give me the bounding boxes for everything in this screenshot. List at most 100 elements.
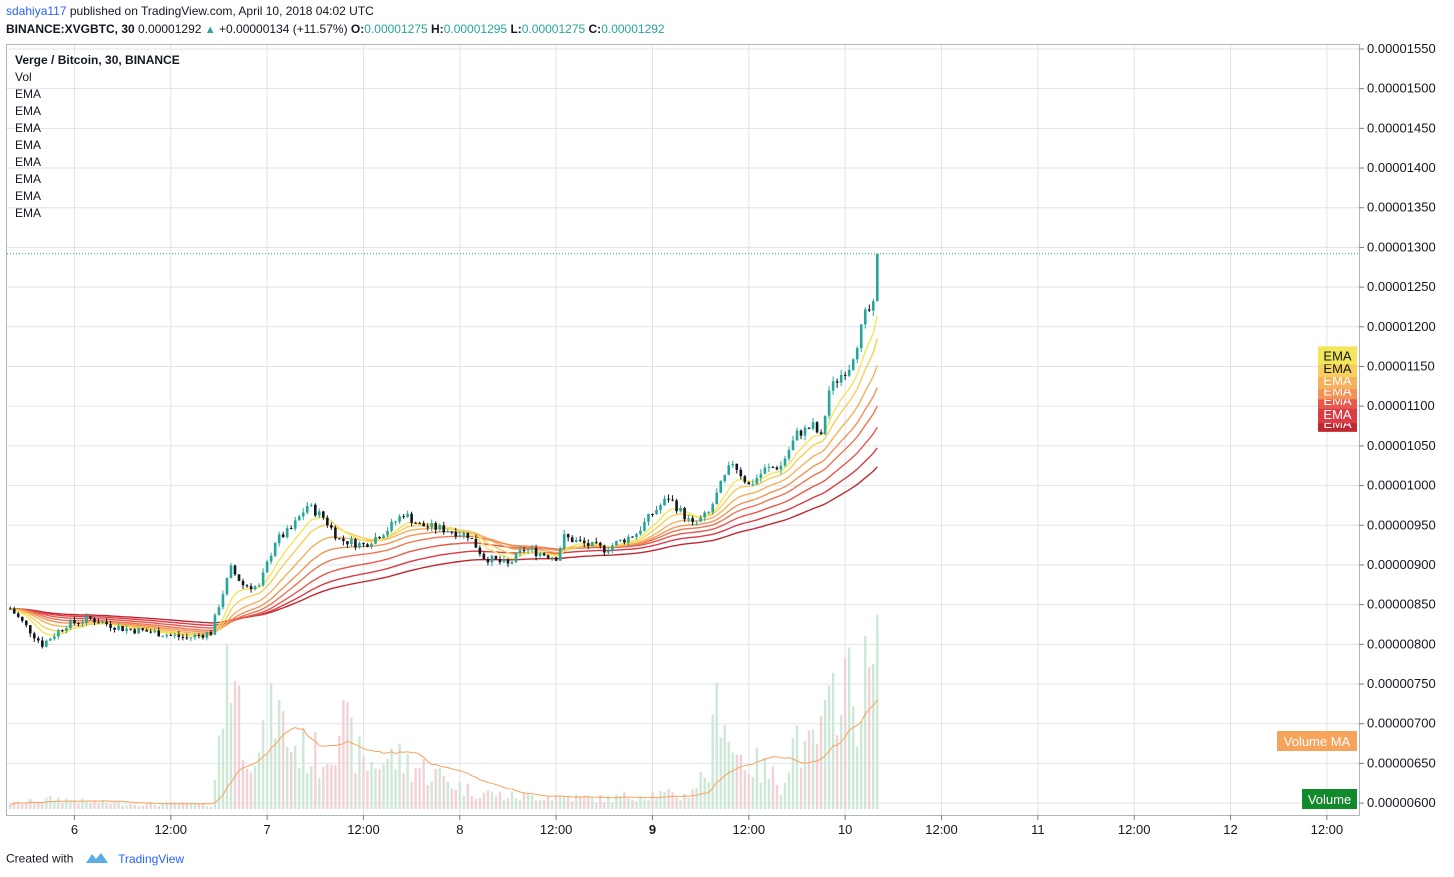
header-ohlc-line: BINANCE:XVGBTC, 30 0.00001292 ▲ +0.00000… — [6, 22, 665, 36]
volume-bar — [446, 781, 449, 809]
author-link[interactable]: sdahiya117 — [6, 4, 67, 18]
candle-body — [394, 521, 397, 523]
volume-bar — [727, 741, 730, 809]
ema-line — [10, 405, 878, 632]
candle-body — [386, 530, 389, 536]
candle-body — [12, 608, 16, 614]
candle-body — [759, 473, 763, 478]
candle-body — [285, 528, 289, 538]
candle-body — [747, 482, 751, 485]
x-tick-label: 6 — [71, 822, 78, 837]
candle-body — [510, 561, 514, 564]
candle-body — [169, 634, 173, 636]
candle-body — [486, 559, 490, 563]
volume-bar — [77, 803, 80, 809]
volume-bar — [498, 791, 502, 809]
candle-body — [703, 512, 706, 518]
candle-body — [193, 634, 197, 638]
legend-vol: Vol — [15, 70, 32, 84]
candle-body — [61, 630, 64, 632]
volume-bar — [285, 746, 289, 809]
candle-body — [442, 525, 446, 533]
y-tick-label: 0.00000950 — [1367, 517, 1436, 532]
volume-bar — [193, 803, 197, 809]
volume-bar — [378, 768, 381, 809]
volume-bar — [346, 702, 349, 809]
tradingview-link[interactable]: TradingView — [118, 851, 185, 866]
candle-body — [843, 374, 847, 376]
candle-body — [85, 616, 88, 623]
volume-bar — [277, 699, 281, 809]
volume-bar — [571, 801, 574, 809]
volume-bar — [145, 802, 148, 809]
candle-body — [237, 574, 241, 581]
low-label: L: — [510, 22, 522, 36]
volume-bar — [795, 725, 799, 809]
candle-body — [506, 559, 510, 564]
volume-bar — [161, 803, 164, 809]
candle-body — [859, 324, 863, 349]
y-tick-label: 0.00001450 — [1367, 120, 1436, 135]
candle-body — [534, 548, 538, 557]
volume-bar — [474, 798, 478, 809]
volume-bar — [318, 777, 321, 809]
volume-bar — [149, 801, 152, 809]
volume-bar — [33, 803, 36, 809]
volume-bar — [719, 737, 722, 809]
volume-bar — [17, 801, 20, 809]
volume-bar — [177, 804, 181, 809]
volume-bar — [856, 746, 859, 809]
published-text: published on TradingView.com, April 10, … — [69, 4, 374, 18]
volume-bar — [619, 795, 622, 809]
candle-body — [643, 521, 646, 531]
candle-body — [823, 415, 827, 435]
candle-body — [743, 476, 747, 483]
candle-body — [438, 525, 442, 530]
plot-frame — [6, 44, 1360, 816]
volume-bar — [466, 783, 470, 809]
candle-body — [514, 553, 518, 562]
volume-bar — [562, 796, 566, 809]
volume-bar — [735, 754, 738, 809]
volume-bar — [587, 795, 590, 809]
volume-bar — [185, 802, 189, 809]
candle-body — [615, 541, 618, 546]
volume-bar — [843, 657, 847, 809]
candle-body — [562, 534, 566, 549]
volume-bar — [627, 798, 630, 809]
candle-body — [20, 616, 24, 621]
x-tick-label: 12:00 — [347, 822, 380, 837]
candle-body — [574, 539, 578, 543]
volume-bar — [775, 784, 779, 809]
candle-body — [771, 466, 775, 468]
volume-bar — [269, 683, 273, 809]
candle-body — [719, 481, 723, 493]
volume-bar — [338, 735, 341, 809]
volume-bar — [85, 801, 88, 809]
volume-bar — [241, 760, 245, 809]
legend-ema: EMA — [15, 138, 42, 152]
close-label: C: — [588, 22, 602, 36]
candle-body — [358, 543, 361, 548]
legend-ema: EMA — [15, 104, 42, 118]
volume-badge-label: Volume — [1308, 792, 1351, 807]
candle-body — [402, 516, 405, 518]
volume-bar — [751, 777, 755, 809]
candle-body — [297, 516, 301, 521]
volume-bar — [558, 795, 562, 809]
volume-bar — [811, 729, 815, 809]
candle-body — [265, 561, 269, 573]
volume-bar — [550, 800, 554, 809]
up-triangle-icon: ▲ — [204, 24, 216, 36]
candle-body — [8, 608, 12, 610]
volume-bar — [538, 800, 542, 809]
x-tick-label: 12:00 — [155, 822, 188, 837]
candle-body — [93, 618, 96, 623]
candle-body — [775, 467, 779, 470]
candle-body — [301, 512, 305, 517]
legend-ema: EMA — [15, 155, 42, 169]
volume-bar — [647, 799, 650, 809]
candle-body — [651, 513, 654, 515]
volume-bar — [763, 757, 767, 809]
